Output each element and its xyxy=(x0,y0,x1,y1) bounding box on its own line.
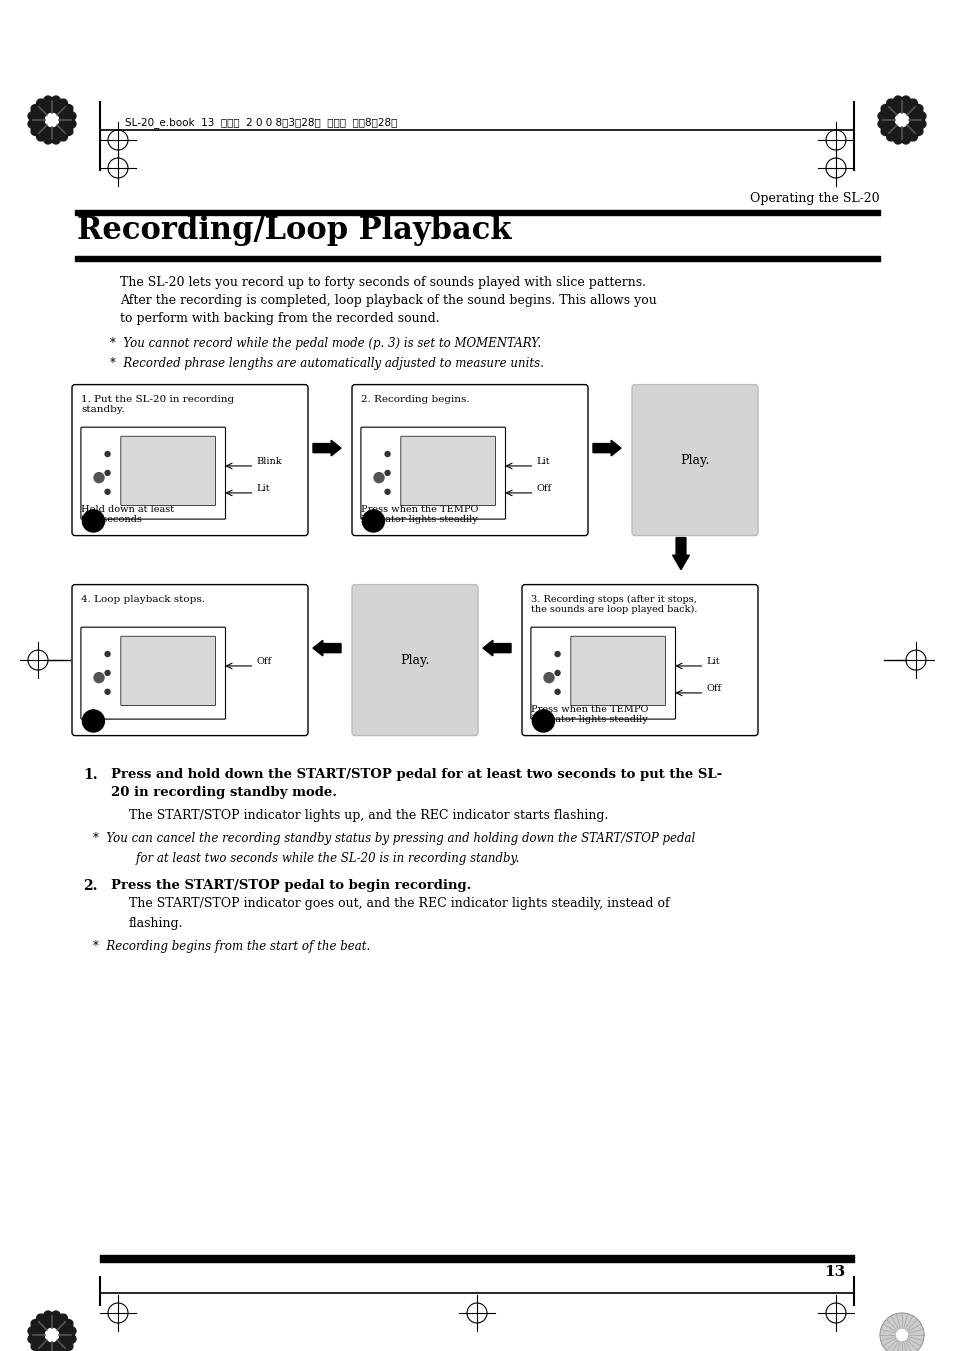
Text: *  Recorded phrase lengths are automatically adjusted to measure units.: * Recorded phrase lengths are automatica… xyxy=(110,357,543,370)
Text: The START/STOP indicator lights up, and the REC indicator starts flashing.: The START/STOP indicator lights up, and … xyxy=(129,809,608,821)
Polygon shape xyxy=(895,113,907,127)
Text: Press the START/STOP pedal to begin recording.: Press the START/STOP pedal to begin reco… xyxy=(111,880,471,892)
Text: 20 in recording standby mode.: 20 in recording standby mode. xyxy=(111,785,336,798)
Circle shape xyxy=(555,670,559,676)
Text: 1.: 1. xyxy=(83,767,97,782)
Polygon shape xyxy=(896,1329,906,1340)
Text: Lit: Lit xyxy=(256,484,270,493)
Text: The SL-20 lets you record up to forty seconds of sounds played with slice patter: The SL-20 lets you record up to forty se… xyxy=(120,276,645,289)
FancyBboxPatch shape xyxy=(530,627,675,719)
Text: to perform with backing from the recorded sound.: to perform with backing from the recorde… xyxy=(120,312,439,326)
FancyBboxPatch shape xyxy=(71,385,308,535)
Circle shape xyxy=(555,689,559,694)
Text: The START/STOP indicator goes out, and the REC indicator lights steadily, instea: The START/STOP indicator goes out, and t… xyxy=(129,897,669,911)
Polygon shape xyxy=(313,440,340,455)
Circle shape xyxy=(94,473,104,482)
Polygon shape xyxy=(46,1328,58,1342)
FancyBboxPatch shape xyxy=(352,385,587,535)
FancyBboxPatch shape xyxy=(352,585,477,735)
Polygon shape xyxy=(482,640,511,655)
Circle shape xyxy=(385,489,390,494)
FancyBboxPatch shape xyxy=(400,436,495,505)
Text: 2. Recording begins.: 2. Recording begins. xyxy=(360,394,469,404)
Circle shape xyxy=(82,509,104,532)
Polygon shape xyxy=(313,640,340,655)
Circle shape xyxy=(105,470,110,476)
Text: Press and hold down the START/STOP pedal for at least two seconds to put the SL-: Press and hold down the START/STOP pedal… xyxy=(111,767,721,781)
FancyBboxPatch shape xyxy=(71,585,308,735)
Text: Press when the TEMPO: Press when the TEMPO xyxy=(531,705,648,713)
Circle shape xyxy=(105,670,110,676)
Polygon shape xyxy=(46,113,58,127)
Text: 3. Recording stops (after it stops,: 3. Recording stops (after it stops, xyxy=(531,594,696,604)
Polygon shape xyxy=(28,1310,76,1351)
Text: After the recording is completed, loop playback of the sound begins. This allows: After the recording is completed, loop p… xyxy=(120,295,656,307)
Text: *  Recording begins from the start of the beat.: * Recording begins from the start of the… xyxy=(92,940,370,954)
Circle shape xyxy=(385,470,390,476)
Text: Lit: Lit xyxy=(706,657,720,666)
Text: Off: Off xyxy=(537,484,551,493)
Text: *  You cannot record while the pedal mode (p. 3) is set to MOMENTARY.: * You cannot record while the pedal mode… xyxy=(110,338,540,350)
Text: 1. Put the SL-20 in recording: 1. Put the SL-20 in recording xyxy=(81,394,233,404)
Text: Press when the TEMPO: Press when the TEMPO xyxy=(360,505,477,513)
Circle shape xyxy=(374,473,384,482)
FancyBboxPatch shape xyxy=(360,427,505,519)
Circle shape xyxy=(105,489,110,494)
Text: SL-20_e.book  13  ページ  2 0 0 8年3月28日  金曜日  午前8時28分: SL-20_e.book 13 ページ 2 0 0 8年3月28日 金曜日 午前… xyxy=(125,118,397,128)
Circle shape xyxy=(385,451,390,457)
Circle shape xyxy=(105,451,110,457)
Text: Recording/Loop Playback: Recording/Loop Playback xyxy=(77,215,511,246)
FancyBboxPatch shape xyxy=(121,636,215,705)
FancyBboxPatch shape xyxy=(521,585,758,735)
Text: *  You can cancel the recording standby status by pressing and holding down the : * You can cancel the recording standby s… xyxy=(92,832,695,846)
Circle shape xyxy=(543,673,554,682)
Circle shape xyxy=(82,711,104,732)
Polygon shape xyxy=(593,440,620,455)
Circle shape xyxy=(105,651,110,657)
Polygon shape xyxy=(877,96,925,145)
Text: Operating the SL-20: Operating the SL-20 xyxy=(750,192,879,205)
FancyBboxPatch shape xyxy=(81,427,225,519)
Polygon shape xyxy=(879,1313,923,1351)
Text: Off: Off xyxy=(706,684,721,693)
Circle shape xyxy=(555,651,559,657)
Text: Play.: Play. xyxy=(679,454,709,466)
Text: the sounds are loop played back).: the sounds are loop played back). xyxy=(531,605,697,613)
Text: Lit: Lit xyxy=(537,457,550,466)
FancyBboxPatch shape xyxy=(81,627,225,719)
Circle shape xyxy=(532,711,554,732)
FancyBboxPatch shape xyxy=(121,436,215,505)
Text: indicator lights steadily: indicator lights steadily xyxy=(531,715,647,724)
Text: 4. Loop playback stops.: 4. Loop playback stops. xyxy=(81,594,205,604)
Text: for at least two seconds while the SL-20 is in recording standby.: for at least two seconds while the SL-20… xyxy=(121,852,518,865)
Text: Play.: Play. xyxy=(400,654,429,666)
FancyBboxPatch shape xyxy=(570,636,665,705)
Circle shape xyxy=(362,509,384,532)
Text: Off: Off xyxy=(256,657,272,666)
FancyBboxPatch shape xyxy=(631,385,758,535)
Polygon shape xyxy=(28,96,76,145)
Text: two seconds: two seconds xyxy=(81,515,142,524)
Circle shape xyxy=(94,673,104,682)
Polygon shape xyxy=(672,538,689,570)
Text: standby.: standby. xyxy=(81,404,125,413)
Text: 13: 13 xyxy=(822,1265,844,1279)
Text: Hold down at least: Hold down at least xyxy=(81,505,174,513)
Text: flashing.: flashing. xyxy=(129,917,183,929)
Text: Blink: Blink xyxy=(256,457,282,466)
Text: indicator lights steadily: indicator lights steadily xyxy=(360,515,477,524)
Text: 2.: 2. xyxy=(83,880,97,893)
Circle shape xyxy=(105,689,110,694)
